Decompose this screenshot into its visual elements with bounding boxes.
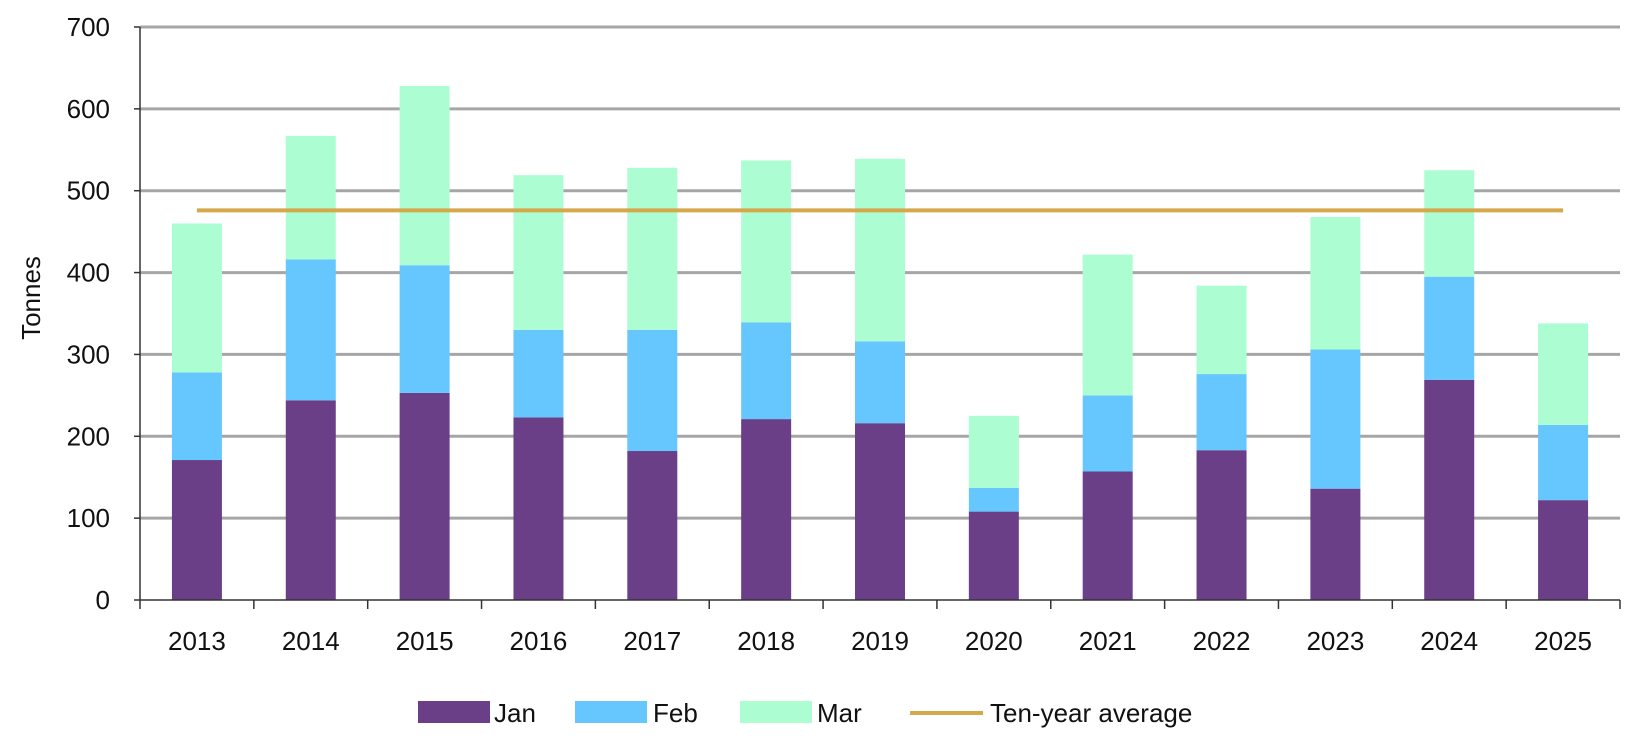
bar-segment-feb-2023 [1310, 349, 1361, 489]
legend-swatch-feb [575, 701, 647, 723]
bar-segment-feb-2019 [855, 341, 905, 424]
bar-segment-jan-2018 [741, 419, 792, 600]
bar-segment-mar-2023 [1310, 216, 1361, 350]
y-tick-label: 0 [96, 585, 110, 615]
bar-segment-mar-2022 [1196, 285, 1247, 375]
x-tick-label: 2017 [623, 626, 681, 656]
legend-label-jan: Jan [494, 698, 536, 728]
bar-segment-mar-2014 [285, 135, 336, 260]
bar-segment-mar-2024 [1424, 170, 1475, 277]
bar-segment-mar-2016 [513, 175, 564, 330]
x-tick-label: 2023 [1306, 626, 1364, 656]
x-tick-label: 2025 [1534, 626, 1592, 656]
y-tick-label: 600 [67, 94, 110, 124]
x-tick-label: 2021 [1079, 626, 1137, 656]
bar-segment-feb-2022 [1196, 374, 1247, 451]
bar-segment-jan-2023 [1310, 488, 1361, 600]
bar-stacks [171, 85, 1589, 600]
bar-segment-feb-2014 [285, 259, 336, 401]
bar-segment-mar-2019 [855, 158, 905, 342]
bar-segment-feb-2020 [968, 487, 1019, 512]
bar-segment-jan-2017 [627, 451, 678, 600]
bar-segment-jan-2016 [513, 417, 564, 600]
bar-segment-mar-2025 [1538, 323, 1589, 425]
x-tick-label: 2020 [965, 626, 1023, 656]
bar-segment-jan-2015 [399, 392, 450, 600]
bar-segment-mar-2021 [1082, 254, 1133, 396]
axes [134, 26, 1621, 609]
legend-label-ten-year-average: Ten-year average [990, 698, 1192, 728]
x-tick-label: 2022 [1193, 626, 1251, 656]
bar-segment-mar-2017 [627, 167, 678, 330]
bar-segment-feb-2013 [171, 372, 222, 461]
bar-segment-feb-2017 [627, 329, 678, 452]
bar-segment-mar-2018 [741, 160, 792, 323]
bar-segment-mar-2020 [968, 415, 1019, 488]
bar-segment-feb-2016 [513, 329, 564, 418]
y-tick-label: 200 [67, 421, 110, 451]
bar-segment-feb-2024 [1424, 276, 1475, 380]
x-tick-label: 2019 [851, 626, 909, 656]
bar-segment-feb-2025 [1538, 424, 1589, 501]
legend: Jan Feb Mar Ten-year average [418, 698, 1192, 728]
bar-segment-jan-2014 [285, 400, 336, 600]
x-tick-label: 2024 [1420, 626, 1478, 656]
x-tick-label: 2014 [282, 626, 340, 656]
bar-segment-feb-2021 [1082, 395, 1133, 472]
legend-swatch-mar [740, 701, 812, 723]
bar-segment-feb-2018 [741, 322, 792, 420]
x-tick-label: 2016 [510, 626, 568, 656]
y-tick-label: 400 [67, 258, 110, 288]
bar-segment-mar-2013 [171, 223, 222, 373]
x-tick-label: 2015 [396, 626, 454, 656]
bar-segment-jan-2020 [968, 511, 1019, 600]
bar-segment-jan-2022 [1196, 450, 1247, 600]
legend-label-feb: Feb [653, 698, 698, 728]
bar-segment-mar-2015 [399, 85, 450, 266]
y-tick-label: 700 [67, 12, 110, 42]
y-tick-labels: 0 100 200 300 400 500 600 700 [67, 12, 110, 615]
legend-label-mar: Mar [817, 698, 862, 728]
x-tick-label: 2018 [737, 626, 795, 656]
x-tick-labels: 2013 2014 2015 2016 2017 2018 2019 2020 2021 2022… [168, 626, 1592, 656]
bar-segment-feb-2015 [399, 265, 450, 393]
bar-segment-jan-2021 [1082, 471, 1133, 600]
y-axis-title: Tonnes [16, 256, 46, 340]
bar-segment-jan-2025 [1538, 500, 1589, 600]
legend-swatch-jan [418, 701, 490, 723]
y-tick-label: 500 [67, 176, 110, 206]
bar-segment-jan-2013 [171, 460, 222, 600]
x-tick-label: 2013 [168, 626, 226, 656]
y-tick-label: 300 [67, 339, 110, 369]
bar-segment-jan-2019 [855, 423, 905, 600]
y-tick-label: 100 [67, 503, 110, 533]
bar-segment-jan-2024 [1424, 379, 1475, 600]
